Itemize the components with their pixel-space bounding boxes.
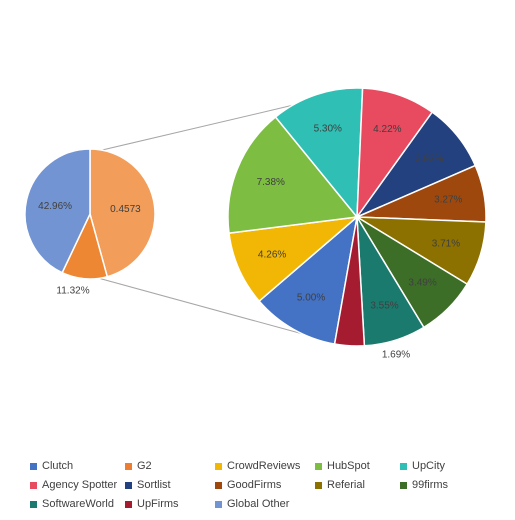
legend-swatch (125, 463, 132, 470)
legend-swatch (215, 463, 222, 470)
legend-item-99firms: 99firms (400, 479, 448, 491)
secondary-pie (228, 88, 486, 346)
legend-label: SoftwareWorld (42, 498, 114, 510)
legend-item-crowdreviews: CrowdReviews (215, 460, 300, 472)
legend-swatch (315, 463, 322, 470)
secondary-pie-label-goodfirms: 3.27% (434, 194, 462, 205)
secondary-pie-label-hubspot: 7.38% (257, 177, 285, 188)
legend-label: Agency Spotter (42, 479, 117, 491)
legend-swatch (30, 501, 37, 508)
legend-label: UpCity (412, 460, 445, 472)
legend-item-softwareworld: SoftwareWorld (30, 498, 114, 510)
legend-label: CrowdReviews (227, 460, 300, 472)
legend-item-goodfirms: GoodFirms (215, 479, 281, 491)
legend-swatch (30, 482, 37, 489)
secondary-pie-label-crowdreviews: 4.26% (258, 249, 286, 260)
legend-label: Clutch (42, 460, 73, 472)
secondary-pie-label-softwareworld: 3.55% (370, 300, 398, 311)
secondary-pie-label-upcity: 5.30% (314, 123, 342, 134)
secondary-pie-label-referial: 3.71% (432, 238, 460, 249)
legend-label: HubSpot (327, 460, 370, 472)
legend-item-hubspot: HubSpot (315, 460, 370, 472)
legend-label: GoodFirms (227, 479, 281, 491)
legend-item-upfirms: UpFirms (125, 498, 179, 510)
legend-label: G2 (137, 460, 152, 472)
legend-item-referial: Referial (315, 479, 365, 491)
legend-item-upcity: UpCity (400, 460, 445, 472)
legend-swatch (215, 501, 222, 508)
legend-label: Sortlist (137, 479, 171, 491)
secondary-pie-label-clutch: 5.00% (297, 292, 325, 303)
secondary-pie-label-upfirms: 1.69% (382, 350, 410, 361)
legend-swatch (125, 482, 132, 489)
legend-swatch (400, 482, 407, 489)
legend-swatch (400, 463, 407, 470)
legend-item-sortlist: Sortlist (125, 479, 171, 491)
secondary-pie-label-agency-spotter: 4.22% (373, 124, 401, 135)
legend-swatch (315, 482, 322, 489)
legend-label: Global Other (227, 498, 289, 510)
main-pie-label-global-other: 42.96% (38, 201, 72, 212)
legend-label: UpFirms (137, 498, 179, 510)
legend-label: Referial (327, 479, 365, 491)
main-pie-label-other: 11.32% (56, 286, 89, 297)
legend-item-global-other: Global Other (215, 498, 289, 510)
legend-swatch (215, 482, 222, 489)
legend-item-g2: G2 (125, 460, 152, 472)
secondary-pie-label-99firms: 3.49% (408, 277, 436, 288)
legend-item-agency-spotter: Agency Spotter (30, 479, 117, 491)
legend-label: 99firms (412, 479, 448, 491)
legend-swatch (125, 501, 132, 508)
main-pie-label-g2: 0.4573 (110, 204, 141, 215)
legend-swatch (30, 463, 37, 470)
legend-item-clutch: Clutch (30, 460, 73, 472)
secondary-pie-label-sortlist: 3.92% (415, 153, 443, 164)
